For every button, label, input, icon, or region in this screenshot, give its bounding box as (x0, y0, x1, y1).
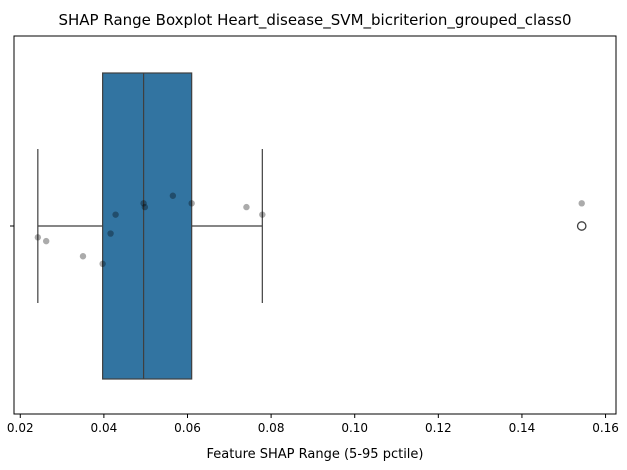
strip-point (112, 211, 119, 218)
strip-points (34, 192, 585, 267)
x-tick-label: 0.04 (91, 421, 118, 435)
outlier-marker (576, 221, 587, 231)
x-tick-label: 0.10 (341, 421, 368, 435)
boxplot (37, 72, 587, 380)
strip-point (107, 230, 114, 237)
plot-area (13, 35, 617, 415)
strip-point (99, 260, 106, 267)
strip-point (169, 192, 177, 199)
strip-point (79, 253, 87, 260)
x-tick-label: 0.16 (592, 421, 619, 435)
x-tick-label: 0.12 (425, 421, 452, 435)
iqr-box (102, 72, 193, 380)
strip-point (141, 203, 149, 211)
strip-point (42, 237, 50, 245)
x-axis-label: Feature SHAP Range (5-95 pctile) (207, 447, 424, 462)
x-tick-label: 0.14 (509, 421, 536, 435)
strip-point (188, 200, 195, 207)
strip-point (140, 200, 147, 207)
x-tick-label: 0.02 (7, 421, 34, 435)
strip-point (34, 234, 42, 241)
strip-point (578, 200, 585, 207)
strip-point (259, 211, 266, 218)
x-tick-label: 0.08 (258, 421, 285, 435)
strip-point (243, 203, 250, 211)
x-tick-label: 0.06 (174, 421, 201, 435)
chart-title: SHAP Range Boxplot Heart_disease_SVM_bic… (58, 11, 571, 30)
x-axis-ticks: 0.02 0.04 0.06 0.08 0.10 0.12 0.14 0.16 (7, 414, 619, 435)
